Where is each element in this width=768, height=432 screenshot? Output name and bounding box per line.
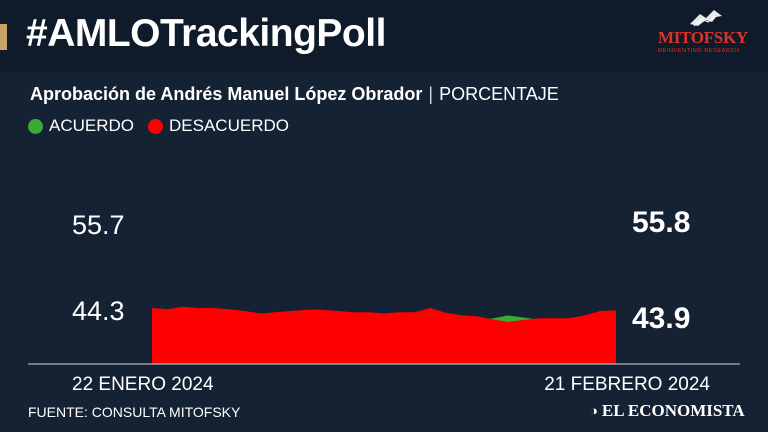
legend-swatch-desacuerdo (148, 118, 164, 134)
x-end-label: 21 FEBRERO 2024 (544, 374, 710, 395)
title-accent-bar (0, 24, 7, 50)
legend: ACUERDO DESACUERDO (28, 116, 289, 136)
x-start-label: 22 ENERO 2024 (72, 374, 214, 395)
legend-item-acuerdo: ACUERDO (28, 116, 134, 136)
el-economista-logo-icon: ◑ (590, 403, 598, 418)
legend-label-acuerdo: ACUERDO (49, 116, 135, 135)
mitofsky-logo: MITOFSKY REINVENTING RESEARCH (652, 8, 748, 64)
page-title: #AMLOTrackingPoll (26, 12, 386, 55)
desacuerdo-area (152, 306, 616, 364)
desacuerdo-start-label: 44.3 (72, 296, 125, 326)
legend-label-desacuerdo: DESACUERDO (169, 116, 289, 135)
header-band (0, 0, 768, 72)
desacuerdo-end-label: 43.9 (632, 302, 690, 335)
logo-wordmark: MITOFSKY (658, 28, 748, 47)
acuerdo-end-label: 55.8 (632, 206, 690, 239)
subtitle-main: Aprobación de Andrés Manuel López Obrado… (30, 84, 423, 104)
mitofsky-bird-icon (690, 10, 722, 27)
legend-swatch-acuerdo (28, 118, 43, 134)
el-economista-logo: ◑ EL ECONOMISTA (590, 401, 745, 421)
acuerdo-start-label: 55.7 (72, 210, 125, 240)
source-note: FUENTE: CONSULTA MITOFSKY (28, 404, 241, 420)
legend-item-desacuerdo: DESACUERDO (148, 116, 289, 136)
subtitle-unit: PORCENTAJE (439, 84, 559, 104)
chart-subtitle: Aprobación de Andrés Manuel López Obrado… (30, 84, 559, 105)
brand-name: EL ECONOMISTA (601, 401, 745, 420)
logo-tagline: REINVENTING RESEARCH (658, 48, 740, 54)
subtitle-separator: | (428, 84, 434, 104)
